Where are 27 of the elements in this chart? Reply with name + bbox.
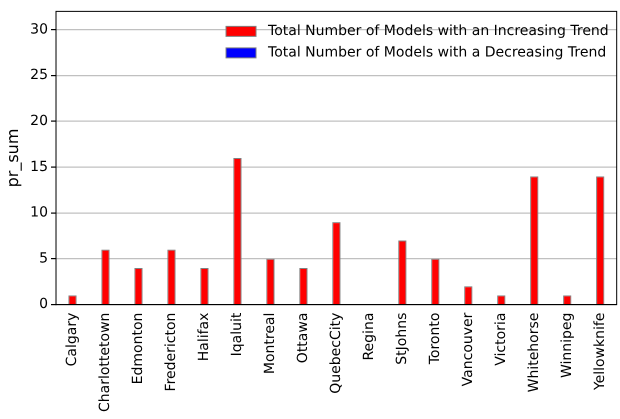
y-tick-label: 20: [30, 112, 48, 129]
y-tick-label: 0: [39, 296, 48, 312]
legend-label: Total Number of Models with an Increasing Trend: [267, 23, 609, 40]
x-tick-label: Victoria: [492, 312, 509, 366]
x-tick-label: Iqaluit: [229, 312, 246, 356]
x-tick-label: Fredericton: [163, 312, 180, 392]
x-tick-label: Winnipeg: [558, 312, 575, 378]
x-tick-label: Regina: [360, 312, 377, 361]
x-tick-label: Toronto: [426, 312, 443, 366]
y-tick-label: 15: [30, 158, 48, 175]
x-tick-label: Ottawa: [295, 312, 312, 364]
x-tick-label: Whitehorse: [526, 312, 542, 392]
x-tick-label: Yellowknife: [592, 312, 608, 392]
legend-label: Total Number of Models with a Decreasing Trend: [267, 44, 606, 61]
x-tick-label: Edmonton: [130, 312, 146, 384]
y-tick-label: 30: [30, 21, 48, 38]
x-tick-label: Halifax: [196, 312, 212, 362]
x-tick-label: Charlottetown: [97, 312, 114, 412]
x-tick-label: StJohns: [394, 312, 410, 365]
y-tick-label: 5: [39, 250, 48, 266]
x-tick-label: Calgary: [64, 312, 80, 366]
x-tick-label: Vancouver: [460, 312, 476, 386]
x-tick-label: Montreal: [262, 312, 278, 374]
y-axis-title: pr_sum: [2, 128, 22, 188]
y-tick-label: 10: [30, 204, 48, 221]
y-tick-label: 25: [30, 67, 48, 84]
x-tick-label: QuebecCity: [328, 312, 344, 394]
